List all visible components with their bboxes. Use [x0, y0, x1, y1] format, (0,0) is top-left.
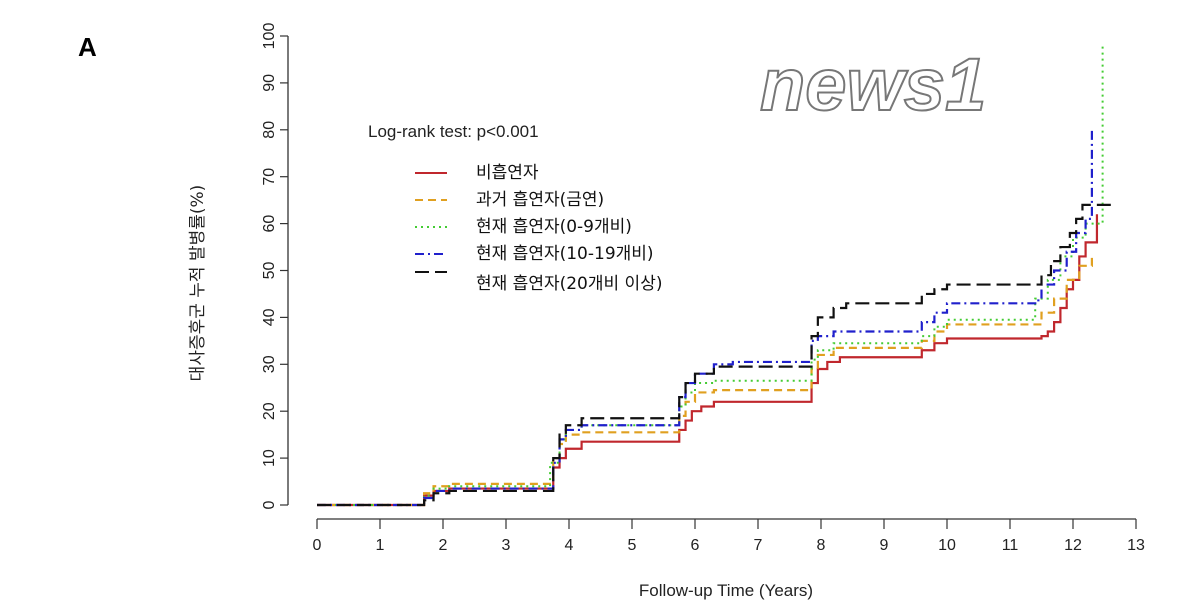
x-tick-label: 0: [313, 537, 322, 554]
legend-label-3: 현재 흡연자(0-9개비): [476, 217, 632, 237]
x-axis: 0 1 2 3 4 5 6 7 8 9 10 11 12 13: [313, 518, 1145, 554]
x-tick-label: 3: [502, 537, 511, 554]
x-tick-label: 5: [628, 537, 637, 554]
legend-label-1: 비흡연자: [476, 163, 539, 183]
y-tick-label: 90: [261, 74, 278, 92]
y-tick-label: 80: [261, 121, 278, 139]
x-tick-label: 11: [1002, 537, 1019, 554]
legend-label-5: 현재 흡연자(20개비 이상): [476, 274, 662, 294]
y-tick-label: 40: [261, 308, 278, 326]
y-tick-label: 100: [261, 23, 278, 50]
legend-label-4: 현재 흡연자(10-19개비): [476, 244, 654, 264]
x-tick-label: 2: [439, 537, 448, 554]
x-tick-label: 4: [565, 537, 574, 554]
x-tick-label: 13: [1127, 537, 1145, 554]
series-group: [317, 43, 1111, 507]
series-line-4: [317, 126, 1093, 507]
x-axis-title: Follow-up Time (Years): [639, 581, 813, 600]
legend-label-2: 과거 흡연자(금연): [476, 190, 604, 210]
x-tick-label: 12: [1064, 537, 1082, 554]
y-tick-label: 50: [261, 262, 278, 280]
y-tick-label: 0: [261, 500, 278, 509]
y-tick-label: 10: [261, 449, 278, 467]
y-tick-label: 70: [261, 168, 278, 186]
x-tick-label: 6: [691, 537, 700, 554]
x-tick-label: 1: [376, 537, 385, 554]
y-axis: 0 10 20 30 40 50 60 70 80 90 100: [261, 23, 289, 509]
series-line-1: [317, 214, 1099, 507]
y-axis-title: 대사증후군 누적 발병률(%): [188, 185, 208, 382]
x-tick-label: 7: [754, 537, 763, 554]
x-tick-label: 9: [880, 537, 889, 554]
log-rank-annotation: Log-rank test: p<0.001: [368, 122, 539, 141]
panel-label: A: [78, 32, 97, 62]
y-tick-label: 60: [261, 215, 278, 233]
x-tick-label: 8: [817, 537, 826, 554]
y-tick-label: 30: [261, 355, 278, 373]
y-tick-label: 20: [261, 402, 278, 420]
x-tick-label: 10: [938, 537, 956, 554]
series-line-5: [317, 203, 1111, 507]
news1-watermark: news1: [760, 43, 986, 126]
series-line-2: [317, 256, 1093, 507]
